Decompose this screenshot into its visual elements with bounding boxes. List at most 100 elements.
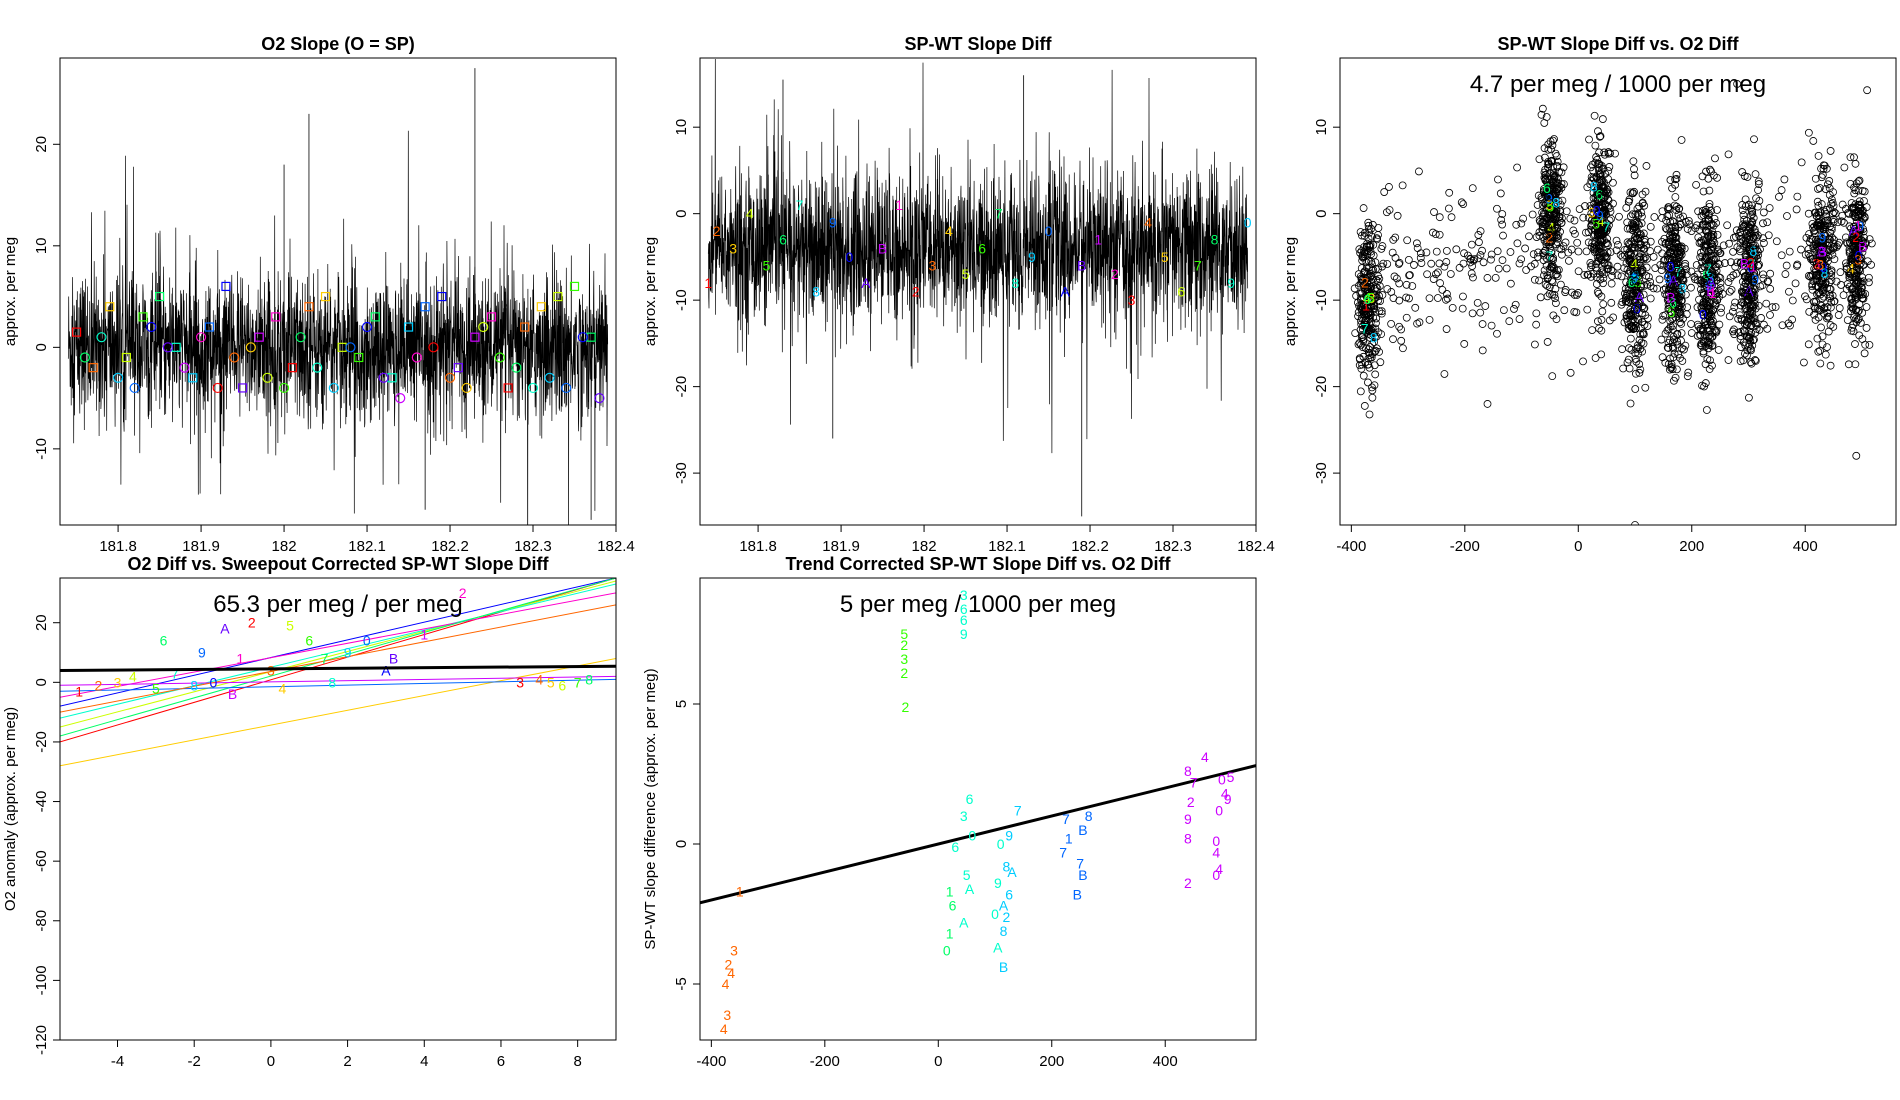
square-marker (503, 383, 513, 393)
scatter-point (1588, 326, 1597, 334)
scatter-point (1814, 347, 1823, 356)
scatter-point (1599, 274, 1608, 283)
scatter-point (1540, 119, 1549, 127)
scatter-point (1630, 165, 1638, 173)
scatter-point (1469, 273, 1477, 282)
digit-marker: A (1817, 243, 1827, 259)
scatter-point (1630, 234, 1639, 242)
scatter-point (1749, 269, 1758, 278)
scatter-point (1455, 263, 1464, 272)
scatter-point (1562, 207, 1571, 216)
scatter-point (1840, 163, 1849, 172)
digit-marker: 3 (729, 240, 737, 256)
digit-marker: B (228, 686, 237, 702)
x-tick-label: 0 (267, 1053, 275, 1070)
scatter-point (1818, 170, 1827, 179)
scatter-point (1675, 314, 1684, 322)
scatter-point (1834, 311, 1843, 320)
scatter-point (1623, 289, 1632, 298)
digit-marker: 5 (286, 618, 294, 634)
circle-marker (511, 362, 522, 373)
scatter-point (1364, 234, 1373, 243)
digit-marker: 0 (943, 942, 951, 958)
scatter-point (1687, 320, 1695, 328)
scatter-point (1818, 282, 1827, 291)
square-marker (569, 281, 580, 292)
scatter-point (1668, 342, 1677, 351)
scatter-point (1716, 279, 1725, 287)
scatter-point (1367, 326, 1376, 335)
scatter-point (1481, 302, 1490, 310)
scatter-point (1496, 189, 1505, 198)
scatter-point (1415, 167, 1423, 176)
square-marker (105, 302, 115, 312)
chart-title: SP-WT Slope Diff vs. O2 Diff (1497, 34, 1739, 54)
scatter-point (1442, 325, 1451, 333)
scatter-point (1814, 289, 1823, 298)
scatter-point (1847, 199, 1856, 207)
scatter-point (1582, 247, 1591, 256)
fit-line (700, 764, 1256, 905)
scatter-point (1838, 200, 1847, 209)
scatter-point (1751, 304, 1760, 313)
scatter-point (1705, 365, 1714, 373)
scatter-point (1668, 234, 1677, 243)
scatter-point (1370, 381, 1379, 390)
scatter-point (1822, 314, 1831, 323)
circle-marker (411, 352, 422, 363)
scatter-point (1699, 349, 1708, 358)
scatter-point (1752, 324, 1761, 333)
scatter-point (1636, 330, 1645, 339)
scatter-point (1375, 307, 1384, 316)
digit-marker: 9 (1227, 275, 1235, 291)
scatter-point (1850, 228, 1858, 236)
scatter-point (1549, 162, 1558, 171)
scatter-point (1487, 321, 1496, 330)
digit-marker: 7 (1059, 844, 1067, 860)
scatter-point (1847, 326, 1856, 335)
scatter-point (1671, 373, 1680, 382)
scatter-point (1425, 315, 1434, 324)
scatter-point (1766, 311, 1774, 319)
digit-marker: 0 (1747, 259, 1755, 275)
scatter-point (1709, 306, 1718, 315)
fit-annotation: 5 per meg / 1000 per meg (840, 591, 1116, 618)
scatter-point (1596, 132, 1605, 140)
scatter-point (1867, 260, 1875, 269)
scatter-point (1632, 344, 1641, 353)
scatter-point (1540, 247, 1549, 255)
scatter-point (1701, 294, 1710, 303)
scatter-point (1730, 303, 1739, 312)
scatter-point (1624, 355, 1633, 364)
scatter-point (1541, 280, 1550, 289)
digit-marker: 9 (1005, 828, 1013, 844)
scatter-point (1851, 360, 1860, 369)
digit-marker: 0 (1819, 259, 1827, 275)
scatter-point (1650, 213, 1659, 221)
scatter-point (1666, 322, 1675, 331)
digit-marker: A (861, 275, 871, 291)
scatter-point (1542, 200, 1551, 209)
digit-marker: 8 (1552, 195, 1560, 211)
digit-marker: 7 (321, 650, 329, 666)
scatter-point (1748, 277, 1757, 286)
scatter-point (1615, 212, 1623, 221)
scatter-point (1724, 150, 1733, 159)
scatter-point (1539, 251, 1548, 260)
scatter-point (1692, 180, 1701, 189)
scatter-point (1815, 184, 1824, 192)
scatter-point (1493, 329, 1501, 338)
scatter-point (1634, 349, 1643, 358)
square-marker (536, 302, 546, 312)
scatter-point (1368, 383, 1376, 392)
digit-marker: 5 (1227, 769, 1235, 785)
scatter-point (1750, 135, 1758, 144)
scatter-point (1823, 343, 1831, 352)
scatter-point (1533, 201, 1542, 209)
scatter-point (1487, 255, 1495, 264)
scatter-point (1706, 239, 1715, 248)
x-tick-label: 0 (934, 1053, 942, 1070)
scatter-point (1827, 271, 1836, 280)
x-tick-label: 181.8 (739, 538, 777, 555)
scatter-point (1596, 178, 1604, 187)
